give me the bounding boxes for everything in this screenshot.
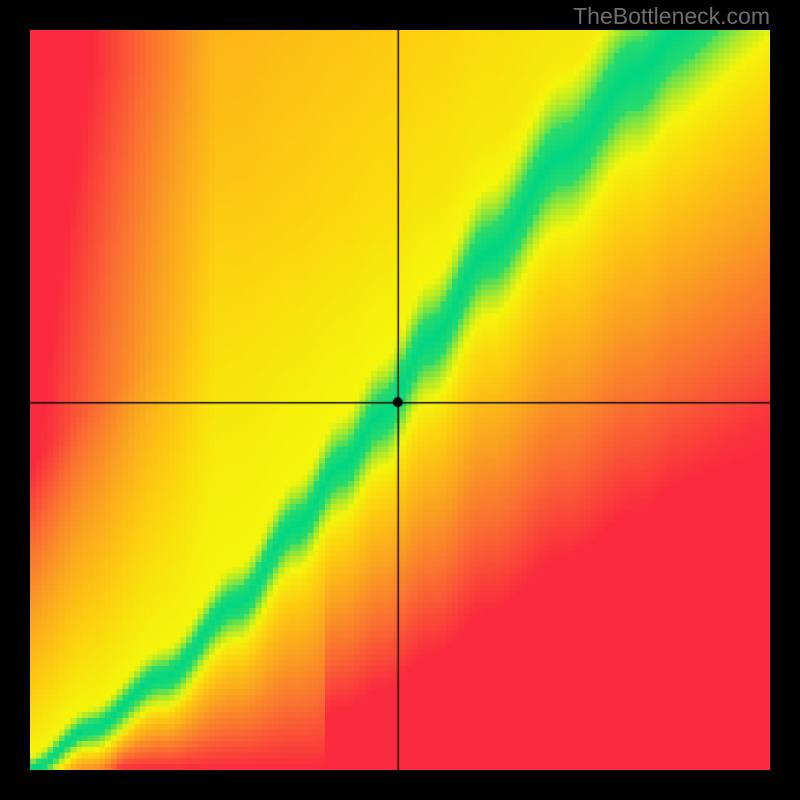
crosshair-overlay <box>30 30 770 770</box>
watermark-text: TheBottleneck.com <box>573 3 770 30</box>
chart-container: { "watermark": { "text": "TheBottleneck.… <box>0 0 800 800</box>
